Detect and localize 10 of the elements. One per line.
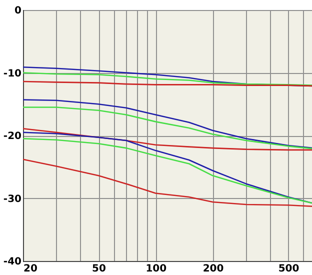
x-tick-label: 20	[24, 264, 38, 274]
y-tick-label: 0	[14, 6, 22, 16]
y-tick-label: -30	[3, 194, 22, 205]
y-tick-label: -40	[3, 256, 22, 268]
x-tick-label: 100	[146, 264, 167, 274]
y-tick-label: -10	[3, 68, 22, 80]
x-tick-label: 500	[278, 264, 300, 274]
x-tick-label: 50	[92, 264, 106, 274]
y-tick-label: -20	[3, 131, 22, 142]
x-tick-label: 200	[202, 264, 224, 274]
